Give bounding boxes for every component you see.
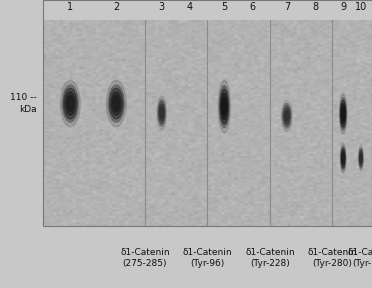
Ellipse shape bbox=[340, 143, 346, 173]
Ellipse shape bbox=[341, 148, 345, 168]
Text: 7: 7 bbox=[284, 2, 290, 12]
Ellipse shape bbox=[342, 107, 344, 121]
Ellipse shape bbox=[359, 148, 363, 168]
Ellipse shape bbox=[339, 94, 347, 134]
Text: 5: 5 bbox=[221, 2, 227, 12]
Ellipse shape bbox=[282, 104, 291, 128]
Ellipse shape bbox=[359, 149, 363, 167]
Ellipse shape bbox=[218, 80, 230, 133]
Ellipse shape bbox=[111, 92, 121, 115]
Text: δ1-Catenin
(Tyr-302): δ1-Catenin (Tyr-302) bbox=[347, 248, 372, 268]
Ellipse shape bbox=[360, 152, 362, 165]
Text: 110 --
kDa: 110 -- kDa bbox=[10, 93, 36, 114]
Ellipse shape bbox=[358, 145, 363, 171]
Text: δ1-Catenin
(Tyr-228): δ1-Catenin (Tyr-228) bbox=[245, 248, 295, 268]
Bar bbox=[43, 0, 372, 226]
Ellipse shape bbox=[341, 146, 346, 170]
Ellipse shape bbox=[159, 104, 164, 121]
Ellipse shape bbox=[106, 80, 126, 127]
Text: 9: 9 bbox=[340, 2, 346, 12]
Ellipse shape bbox=[67, 96, 74, 111]
Ellipse shape bbox=[360, 154, 362, 162]
Text: 6: 6 bbox=[249, 2, 256, 12]
Text: 10: 10 bbox=[355, 2, 367, 12]
Ellipse shape bbox=[340, 98, 346, 130]
Ellipse shape bbox=[158, 99, 166, 126]
Text: 3: 3 bbox=[159, 2, 165, 12]
Ellipse shape bbox=[341, 104, 345, 124]
Ellipse shape bbox=[221, 94, 227, 120]
Ellipse shape bbox=[283, 106, 291, 126]
Ellipse shape bbox=[62, 85, 78, 122]
Ellipse shape bbox=[160, 107, 163, 118]
Ellipse shape bbox=[282, 101, 292, 131]
Ellipse shape bbox=[220, 89, 228, 124]
Ellipse shape bbox=[110, 88, 123, 119]
Ellipse shape bbox=[113, 96, 119, 111]
Text: 1: 1 bbox=[67, 2, 73, 12]
Ellipse shape bbox=[108, 85, 124, 122]
Ellipse shape bbox=[284, 108, 289, 124]
Text: 4: 4 bbox=[187, 2, 193, 12]
Text: 2: 2 bbox=[113, 2, 119, 12]
Ellipse shape bbox=[157, 96, 166, 130]
Ellipse shape bbox=[222, 98, 226, 115]
Ellipse shape bbox=[60, 80, 80, 127]
Text: δ1-Catenin
(275-285): δ1-Catenin (275-285) bbox=[120, 248, 170, 268]
Ellipse shape bbox=[65, 92, 75, 115]
Text: 8: 8 bbox=[312, 2, 318, 12]
Ellipse shape bbox=[158, 101, 165, 124]
Text: δ1-Catenin
(Tyr-280): δ1-Catenin (Tyr-280) bbox=[308, 248, 357, 268]
Ellipse shape bbox=[341, 151, 344, 166]
Text: δ1-Catenin
(Tyr-96): δ1-Catenin (Tyr-96) bbox=[183, 248, 232, 268]
Ellipse shape bbox=[285, 111, 289, 121]
Ellipse shape bbox=[219, 86, 229, 128]
Ellipse shape bbox=[342, 153, 344, 163]
Ellipse shape bbox=[64, 88, 77, 119]
Ellipse shape bbox=[341, 101, 346, 127]
